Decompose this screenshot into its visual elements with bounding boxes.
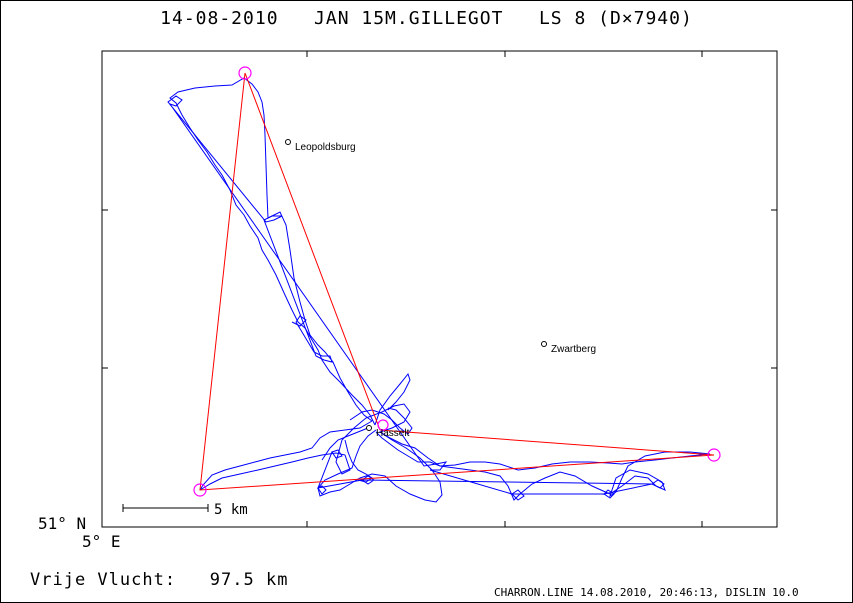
flight-track xyxy=(167,77,711,503)
free-flight-distance: Vrije Vlucht: 97.5 km xyxy=(30,570,288,590)
map-border xyxy=(101,50,778,528)
place-labels: Leopoldsburg Zwartberg Hasselt xyxy=(295,142,596,439)
place-markers xyxy=(285,139,547,431)
latitude-label: 51° N xyxy=(38,514,87,533)
task-lines xyxy=(199,72,715,491)
turnpoint-east xyxy=(707,448,721,462)
track-local-c xyxy=(344,439,373,483)
track-east-leg xyxy=(365,403,711,501)
flight-title: 14-08-2010 JAN 15M.GILLEGOT LS 8 (D×7940… xyxy=(160,8,693,29)
track-local-a xyxy=(374,372,411,426)
software-credit: CHARRON.LINE 14.08.2010, 20:46:13, DISLI… xyxy=(494,586,799,599)
place-marker-zwartberg xyxy=(541,341,547,347)
longitude-label: 5° E xyxy=(82,532,121,551)
place-label-hasselt: Hasselt xyxy=(376,428,410,439)
place-marker-leopoldsburg xyxy=(285,139,291,145)
place-marker-hasselt xyxy=(366,425,372,431)
place-label-leopoldsburg: Leopoldsburg xyxy=(295,142,356,153)
track-local-d xyxy=(321,427,369,461)
turnpoint-markers xyxy=(193,66,721,497)
turnpoint-west xyxy=(193,483,207,497)
axis-ticks xyxy=(102,51,777,527)
scale-bar xyxy=(122,504,209,512)
track-loops xyxy=(317,429,443,503)
scale-bar-label: 5 km xyxy=(214,502,248,518)
turnpoint-north xyxy=(238,66,252,80)
free-flight-label: Vrije Vlucht: xyxy=(30,570,177,590)
track-north-leg xyxy=(169,77,376,426)
free-flight-value: 97.5 km xyxy=(209,570,289,590)
track-local-b xyxy=(349,407,413,435)
place-label-zwartberg: Zwartberg xyxy=(551,344,596,355)
track-west-leg xyxy=(199,417,373,491)
turnpoint-start xyxy=(377,419,389,431)
track-thermals xyxy=(167,95,665,501)
